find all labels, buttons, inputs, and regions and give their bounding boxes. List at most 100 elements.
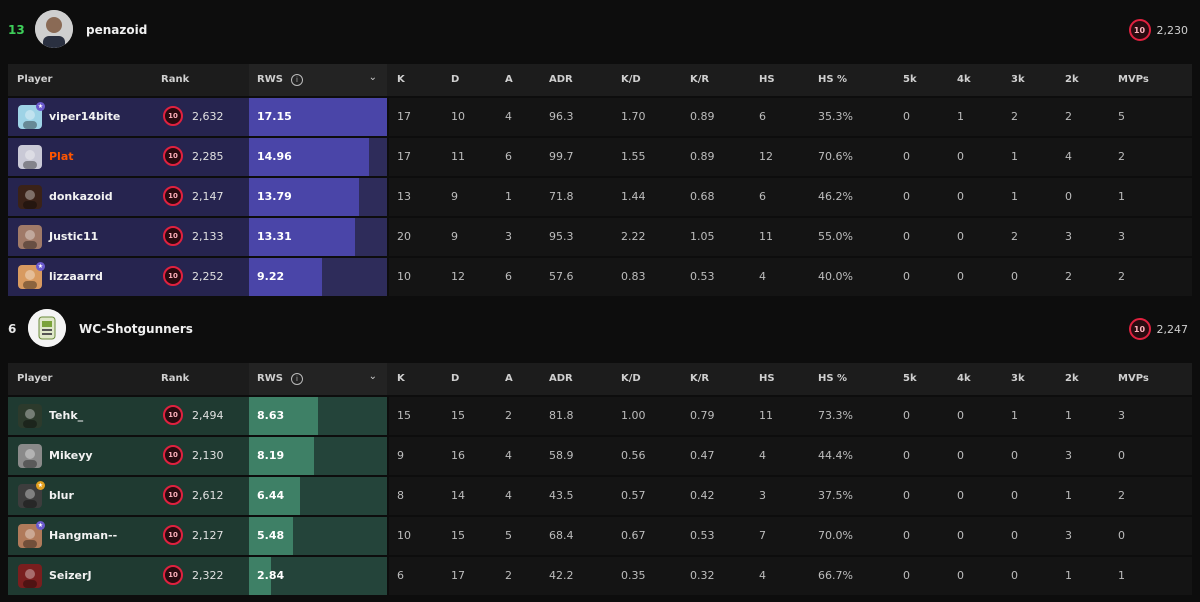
stat-a: 4 (505, 449, 512, 462)
column-header-hs-pct[interactable]: HS % (818, 74, 848, 85)
column-header-kr[interactable]: K/R (690, 74, 710, 85)
player-row[interactable]: donkazoid 10 2,147 13.79 13 9 1 71.8 1.44 0.68 6 46… (8, 178, 1192, 216)
column-header-k[interactable]: K (397, 373, 405, 384)
column-header-k2[interactable]: 2k (1065, 74, 1079, 85)
column-header-hs-pct[interactable]: HS % (818, 373, 848, 384)
player-avatar[interactable] (18, 564, 42, 588)
stats-background (389, 557, 1192, 595)
stat-k2: 3 (1065, 529, 1072, 542)
stat-k: 17 (397, 110, 411, 123)
stat-k2: 2 (1065, 110, 1072, 123)
column-header-player[interactable]: Player (17, 74, 53, 85)
stat-k: 20 (397, 230, 411, 243)
player-avatar[interactable] (18, 265, 42, 289)
player-name[interactable]: SeizerJ (49, 569, 92, 582)
column-header-rws[interactable]: RWS i ⌄ (249, 363, 387, 395)
player-name[interactable]: Tehk_ (49, 409, 84, 422)
stat-k: 10 (397, 270, 411, 283)
player-row[interactable]: Justic11 10 2,133 13.31 20 9 3 95.3 2.22 1.05 11 55… (8, 218, 1192, 256)
player-row[interactable]: ★ lizzaarrd 10 2,252 9.22 10 12 6 57.6 0.83 0.53 4 4… (8, 258, 1192, 296)
column-header-mvps[interactable]: MVPs (1118, 74, 1149, 85)
stats-background (389, 397, 1192, 435)
team-avatar[interactable] (35, 10, 73, 48)
player-name[interactable]: lizzaarrd (49, 270, 103, 283)
column-header-k5[interactable]: 5k (903, 74, 917, 85)
column-header-kd[interactable]: K/D (621, 74, 641, 85)
skill-level-badge: 10 (163, 405, 183, 425)
skill-level-badge: 10 (163, 106, 183, 126)
player-name[interactable]: Mikeyy (49, 449, 93, 462)
column-header-a[interactable]: A (505, 373, 513, 384)
chevron-down-icon[interactable]: ⌄ (368, 371, 377, 382)
stat-k2: 4 (1065, 150, 1072, 163)
skill-level-badge: 10 (163, 226, 183, 246)
column-header-k4[interactable]: 4k (957, 373, 971, 384)
stat-kr: 0.89 (690, 110, 715, 123)
stat-kr: 0.79 (690, 409, 715, 422)
info-icon[interactable]: i (291, 373, 303, 385)
stat-a: 5 (505, 529, 512, 542)
column-header-k2[interactable]: 2k (1065, 373, 1079, 384)
column-header-k[interactable]: K (397, 74, 405, 85)
stat-k: 6 (397, 569, 404, 582)
column-header-k5[interactable]: 5k (903, 373, 917, 384)
player-avatar[interactable] (18, 444, 42, 468)
column-header-player[interactable]: Player (17, 373, 53, 384)
column-header-kr[interactable]: K/R (690, 373, 710, 384)
player-avatar[interactable] (18, 404, 42, 428)
stat-hs-pct: 37.5% (818, 489, 853, 502)
stat-k3: 2 (1011, 230, 1018, 243)
skill-level-badge: 10 (163, 146, 183, 166)
column-header-adr[interactable]: ADR (549, 373, 573, 384)
player-name[interactable]: viper14bite (49, 110, 121, 123)
column-header-rank[interactable]: Rank (161, 373, 190, 384)
player-avatar[interactable] (18, 524, 42, 548)
player-avatar[interactable] (18, 185, 42, 209)
player-name[interactable]: blur (49, 489, 74, 502)
info-icon[interactable]: i (291, 74, 303, 86)
player-name[interactable]: donkazoid (49, 190, 113, 203)
column-header-kd[interactable]: K/D (621, 373, 641, 384)
column-header-d[interactable]: D (451, 74, 460, 85)
column-header-hs[interactable]: HS (759, 373, 775, 384)
column-header-a[interactable]: A (505, 74, 513, 85)
player-row[interactable]: Mikeyy 10 2,130 8.19 9 16 4 58.9 0.56 0.47 4 44.4% 0… (8, 437, 1192, 475)
player-row[interactable]: ★ viper14bite 10 2,632 17.15 17 10 4 96.3 1.70 0.8… (8, 98, 1192, 136)
chevron-down-icon[interactable]: ⌄ (368, 72, 377, 83)
player-avatar[interactable] (18, 225, 42, 249)
player-row[interactable]: SeizerJ 10 2,322 2.84 6 17 2 42.2 0.35 0.32 4 66.7%… (8, 557, 1192, 595)
player-rws: 8.19 (257, 449, 285, 462)
column-header-rws[interactable]: RWS i ⌄ (249, 64, 387, 96)
player-avatar[interactable] (18, 145, 42, 169)
player-name[interactable]: Justic11 (49, 230, 99, 243)
stat-k3: 0 (1011, 449, 1018, 462)
stat-adr: 57.6 (549, 270, 574, 283)
column-header-k3[interactable]: 3k (1011, 373, 1025, 384)
player-name[interactable]: Hangman-- (49, 529, 118, 542)
column-header-hs[interactable]: HS (759, 74, 775, 85)
column-header-k3[interactable]: 3k (1011, 74, 1025, 85)
column-header-k4[interactable]: 4k (957, 74, 971, 85)
player-row[interactable]: ★ Hangman-- 10 2,127 5.48 10 15 5 68.4 0.67 0.53 7 7… (8, 517, 1192, 555)
player-row[interactable]: ★ blur 10 2,612 6.44 8 14 4 43.5 0.57 0.42 3 37.5% 0 0… (8, 477, 1192, 515)
team-elo: 10 2,230 (1128, 19, 1188, 41)
stat-k2: 1 (1065, 409, 1072, 422)
stat-adr: 96.3 (549, 110, 574, 123)
rws-bar-fill (249, 218, 355, 256)
column-header-d[interactable]: D (451, 373, 460, 384)
column-header-mvps[interactable]: MVPs (1118, 373, 1149, 384)
stat-k3: 2 (1011, 110, 1018, 123)
column-header-rank[interactable]: Rank (161, 74, 190, 85)
team-name[interactable]: WC-Shotgunners (79, 322, 193, 336)
player-name[interactable]: Plat (49, 150, 74, 163)
column-header-adr[interactable]: ADR (549, 74, 573, 85)
player-row[interactable]: Plat 10 2,285 14.96 17 11 6 99.7 1.55 0.89 12 70.6%… (8, 138, 1192, 176)
stat-hs-pct: 44.4% (818, 449, 853, 462)
stat-kd: 2.22 (621, 230, 646, 243)
player-row[interactable]: Tehk_ 10 2,494 8.63 15 15 2 81.8 1.00 0.79 11 73.3%… (8, 397, 1192, 435)
player-avatar[interactable] (18, 105, 42, 129)
stat-adr: 68.4 (549, 529, 574, 542)
team-name[interactable]: penazoid (86, 23, 148, 37)
team-avatar[interactable] (28, 309, 66, 347)
stat-hs: 6 (759, 190, 766, 203)
